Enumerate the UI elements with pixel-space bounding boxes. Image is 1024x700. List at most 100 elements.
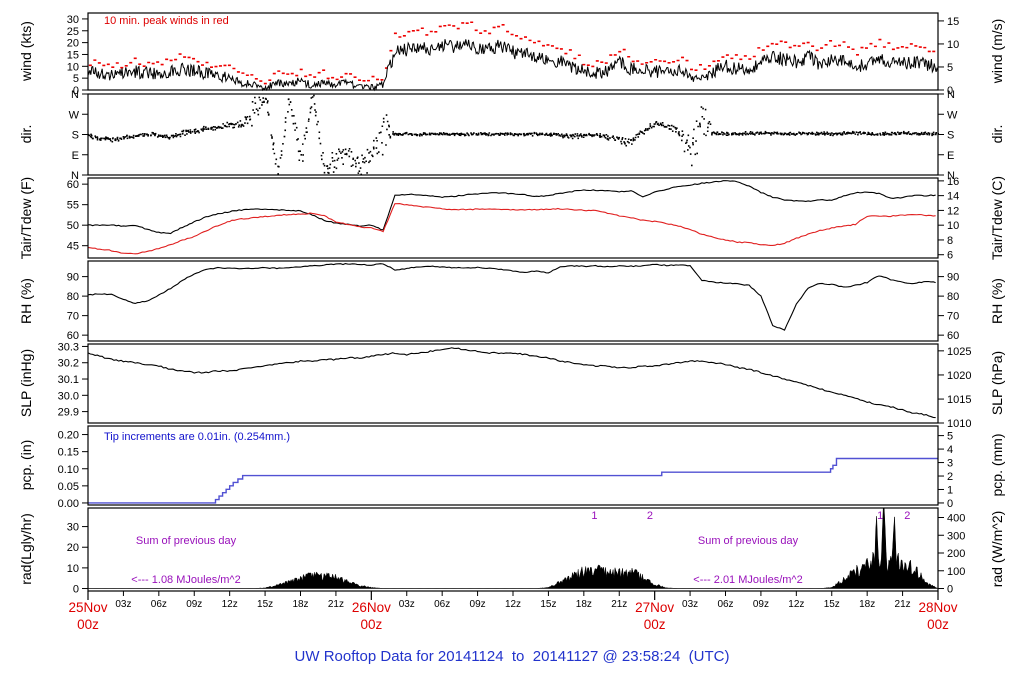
y-tick-label: 60: [67, 179, 79, 191]
rad-sum-previous-day-2: Sum of previous day <--- 2.01 MJoules/m^…: [658, 509, 838, 613]
chart-title: UW Rooftop Data for 20141124 to 20141127…: [294, 648, 730, 665]
x-day-label: 27Nov: [635, 600, 674, 615]
y-label-slp-right: SLP (hPa): [989, 350, 1005, 416]
y-tick-label: 20: [67, 542, 79, 554]
x-day-sublabel: 00z: [77, 617, 99, 632]
x-day-sublabel: 00z: [644, 617, 666, 632]
y-tick-label: 0: [73, 584, 79, 596]
y-tick-label: 0: [947, 498, 953, 510]
x-day-label: 26Nov: [352, 600, 391, 615]
y-tick-label: 5: [73, 73, 79, 85]
rad-channel-marker: 1: [591, 510, 597, 522]
y-tick-label: 0: [73, 85, 79, 97]
x-hour-label: 12z: [505, 599, 521, 610]
y-tick-label: 60: [947, 330, 959, 342]
rad-sum2-line1: Sum of previous day: [697, 535, 799, 547]
y-tick-label: 20: [67, 38, 79, 50]
y-tick-label: 14: [947, 191, 959, 203]
y-tick-label: S: [947, 130, 954, 142]
x-hour-label: 12z: [222, 599, 238, 610]
y-tick-label: 1015: [947, 394, 971, 406]
y-tick-label: 25: [67, 26, 79, 38]
rad-sum1-line1: Sum of previous day: [135, 535, 237, 547]
y-tick-label: 15: [947, 16, 959, 28]
y-tick-label: 300: [947, 530, 965, 542]
y-tick-label: N: [947, 89, 955, 101]
y-tick-label: 1025: [947, 346, 971, 358]
y-label-rh-left: RH (%): [18, 278, 34, 324]
y-tick-label: 80: [947, 291, 959, 303]
y-tick-label: N: [71, 170, 79, 182]
x-day-sublabel: 00z: [360, 617, 382, 632]
x-hour-label: 09z: [470, 599, 486, 610]
slp-line: [87, 347, 936, 419]
x-hour-label: 15z: [540, 599, 556, 610]
y-tick-label: 60: [67, 330, 79, 342]
y-tick-label: 0.05: [58, 481, 79, 493]
y-tick-label: 29.9: [58, 407, 79, 419]
y-tick-label: 100: [947, 566, 965, 578]
y-label-slp-left: SLP (inHg): [18, 348, 34, 418]
y-tick-label: 0.10: [58, 464, 79, 476]
y-tick-label: 16: [947, 176, 959, 188]
x-hour-label: 09z: [186, 599, 202, 610]
precip-accum-line: [88, 457, 938, 504]
y-tick-label: 45: [67, 241, 79, 253]
y-label-dir-right: dir.: [989, 124, 1005, 144]
y-label-dir-left: dir.: [18, 124, 34, 144]
y-label-pcp-left: pcp. (in): [18, 439, 34, 491]
y-tick-label: 200: [947, 548, 965, 560]
x-hour-label: 06z: [717, 599, 733, 610]
tip-increment-note: Tip increments are 0.01in. (0.254mm.): [104, 431, 291, 443]
rad-sum1-line2: <--- 1.08 MJoules/m^2: [131, 574, 241, 586]
y-tick-label: 10: [67, 61, 79, 73]
y-tick-label: 5: [947, 431, 953, 443]
y-tick-label: 70: [67, 311, 79, 323]
y-tick-label: 10: [947, 39, 959, 51]
y-label-rh-right: RH (%): [989, 278, 1005, 324]
x-hour-label: 03z: [399, 599, 415, 610]
wind-peak-dashes: [88, 21, 936, 85]
rad-channel-marker: 2: [647, 510, 653, 522]
y-tick-label: 4: [947, 444, 953, 456]
wind-direction-dots: [87, 94, 940, 176]
y-tick-label: E: [947, 150, 954, 162]
x-hour-label: 21z: [895, 599, 911, 610]
y-tick-label: 8: [947, 235, 953, 247]
y-tick-label: 1010: [947, 418, 971, 430]
y-tick-label: 0.15: [58, 447, 79, 459]
y-tick-label: 30.1: [58, 374, 79, 386]
y-label-wind-right: wind (m/s): [989, 18, 1005, 84]
x-hour-label: 12z: [788, 599, 804, 610]
x-hour-label: 03z: [115, 599, 131, 610]
temp-line: [87, 203, 936, 255]
x-hour-label: 18z: [576, 599, 592, 610]
panel-frame-rh: [87, 260, 939, 342]
y-label-pcp-right: pcp. (mm): [989, 433, 1005, 497]
y-tick-label: 0.00: [58, 498, 79, 510]
wind-peak-note: 10 min. peak winds in red: [104, 15, 229, 27]
y-tick-label: 3: [947, 458, 953, 470]
y-label-rad-right: rad (W/m^2): [989, 510, 1005, 588]
x-hour-label: 21z: [611, 599, 627, 610]
x-day-sublabel: 00z: [927, 617, 949, 632]
rad-sum-previous-day-1: Sum of previous day <--- 1.08 MJoules/m^…: [96, 509, 276, 613]
y-tick-label: W: [947, 109, 958, 121]
x-hour-label: 06z: [151, 599, 167, 610]
y-tick-label: 0: [947, 85, 953, 97]
y-tick-label: 80: [67, 291, 79, 303]
y-tick-label: E: [72, 150, 79, 162]
panel-frame-pcp: [87, 425, 939, 506]
x-hour-label: 09z: [753, 599, 769, 610]
y-tick-label: 12: [947, 205, 959, 217]
y-label-wind-left: wind (kts): [18, 21, 34, 81]
rh-line: [87, 263, 936, 331]
y-tick-label: 70: [947, 311, 959, 323]
y-tick-label: 10: [947, 220, 959, 232]
y-tick-label: N: [71, 89, 79, 101]
y-tick-label: 0.20: [58, 430, 79, 442]
y-label-temp-left: Tair/Tdew (F): [18, 176, 34, 260]
y-tick-label: 30.3: [58, 341, 79, 353]
